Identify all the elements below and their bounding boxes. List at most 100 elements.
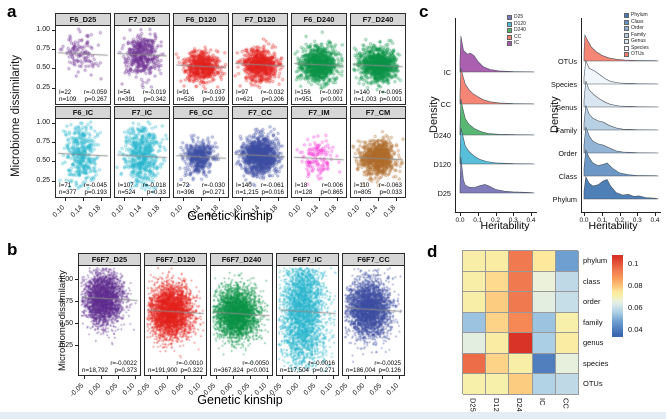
facet-title: F6_D25 [55,13,111,26]
stats-text: I=18 [295,182,308,189]
y-axis-line [581,18,582,212]
x-axis-line [581,212,661,213]
x-tick-mark [619,213,621,216]
x-tick-mark [336,198,338,201]
stats-text: n=524 [118,189,136,196]
bottom-strip [0,412,666,419]
heatmap-cell-species-D240 [509,353,533,374]
stats-text: n=128 [295,189,313,196]
legend-label: Family [631,31,646,38]
legend-entry: OTUs [624,51,649,58]
heatmap-col-label: IC [538,397,548,406]
category-label-Species: Species [551,80,577,89]
scatter-canvas [351,26,405,103]
x-tick-mark [150,376,152,379]
heatmap-cell-species-CC [555,353,579,374]
x-tick-mark [299,376,301,379]
stats-line: n=186,004 p=0.126 [344,367,403,374]
x-tick-label: 0.3 [508,217,518,224]
stats-line: I=97 r=-0.032 [234,89,286,96]
facet-stats: I=54 r=-0.019 n=391 p=0.342 [116,89,168,103]
y-tick-mark [52,87,55,89]
heatmap-cell-species-IC [532,353,556,374]
legend-entry: Species [624,44,649,52]
facet-F6_D25: F6_D25 I=22 r=-0.059 n=109 p=0.267 [55,13,111,105]
panel-d-letter: d [427,242,438,261]
x-tick-mark [216,376,218,379]
ridge-Order [583,126,659,154]
heatmap-cell-genus-D25 [463,333,487,354]
x-tick-mark [183,376,185,379]
x-tick-label: 0.2 [614,217,625,224]
x-tick-label: 0.0 [455,217,465,224]
legend-label: D120 [514,20,526,27]
facet-F7_D25: F7_D25 I=54 r=-0.019 n=391 p=0.342 [114,13,170,105]
stats-line: n=951 p<0.001 [293,96,345,103]
stats-line: I=18 r=0.006 [293,182,345,189]
stats-text: r=-0.037 [201,89,225,96]
scatter-canvas [233,26,287,103]
x-tick-label: 0.1 [597,217,607,224]
facet-plot-area: I=107 r=-0.018 n=524 p=0.33 [114,119,170,198]
stats-text: p=0.865 [320,189,343,196]
facet-F6F7_D120: F6F7_D120 r=-0.0010 n=191,900 p=0.322 [144,253,207,376]
facet-stats: I=22 r=-0.059 n=109 p=0.267 [57,89,109,103]
heatmap-cell-genus-IC [532,333,556,354]
scatter-canvas [211,266,272,374]
scatter-canvas [145,266,206,374]
stats-line: n=18,792 p=0.373 [80,367,139,374]
facet-plot-area: I=91 r=-0.037 n=526 p=0.199 [173,26,229,105]
stats-text: p=0.271 [312,367,335,374]
x-tick-mark [460,213,461,216]
stats-text: p=0.193 [84,189,107,196]
legend-label: Species [631,44,649,51]
legend-entry: Genus [624,38,649,45]
stats-line: r=-0.0016 [278,360,337,367]
stats-line: n=391 p=0.342 [116,96,168,103]
x-tick-label: 0.14 [364,204,380,219]
heatmap-row-label: OTUs [583,379,603,388]
colorbar-tick-label: 0.08 [628,280,643,290]
legend-swatch [624,19,629,25]
x-tick-mark [266,376,268,379]
x-tick-label: 0.4 [526,217,536,224]
scatter-canvas [343,266,404,374]
category-label-OTUs: OTUs [557,57,577,66]
facet-F6_D120: F6_D120 I=91 r=-0.037 n=526 p=0.199 [173,13,229,105]
y-tick-label: 0.50 [36,157,50,165]
facet-plot-area: r=-0.0010 n=191,900 p=0.322 [144,266,207,376]
scatter-canvas [79,266,140,374]
y-tick-label: 0.25 [36,84,50,92]
category-label-Genus: Genus [555,103,578,112]
ridgeline-svg [583,33,659,200]
stats-text: p=0.342 [143,96,166,103]
panel-b-facet-grid: F6F7_D25 r=-0.0022 n=18,792 p=0.373 -0.05 0.0… [59,253,418,403]
x-axis-line [455,212,537,213]
stats-line: n=1,215 p=0.016 [234,189,286,196]
ridge-D240 [459,98,535,136]
facet-stats: I=91 r=-0.037 n=526 p=0.199 [175,89,227,103]
ridge-legend: Phylum Class Order Family Genus Species OTUs [624,12,649,58]
x-tick-label: 0.4 [650,217,660,224]
stats-text: I=156 [295,89,311,96]
stats-line: n=377 p=0.193 [57,189,109,196]
x-tick-label: 0.3 [632,217,642,224]
stats-line: I=22 r=-0.059 [57,89,109,96]
x-tick-mark [584,213,585,216]
y-tick-mark [52,48,55,50]
facet-stats: I=156 r=-0.097 n=951 p<0.001 [293,89,345,103]
stats-text: I=91 [177,89,190,96]
panel-a-y-axis-label: Microbiome dissimilarity [10,54,22,178]
facet-title: F6F7_D240 [210,253,273,266]
heatmap-cell-species-D120 [486,353,510,374]
scatter-canvas [233,119,287,196]
category-label-IC: IC [443,68,451,77]
x-tick-mark [100,198,102,201]
stats-line: r=-0.0025 [344,360,403,367]
x-tick-mark [117,376,119,379]
x-tick-mark [260,198,261,201]
legend-entry: CC [507,34,526,41]
stats-line: n=191,900 p=0.322 [146,367,205,374]
x-tick-mark [233,376,235,379]
x-tick-mark [395,198,397,201]
